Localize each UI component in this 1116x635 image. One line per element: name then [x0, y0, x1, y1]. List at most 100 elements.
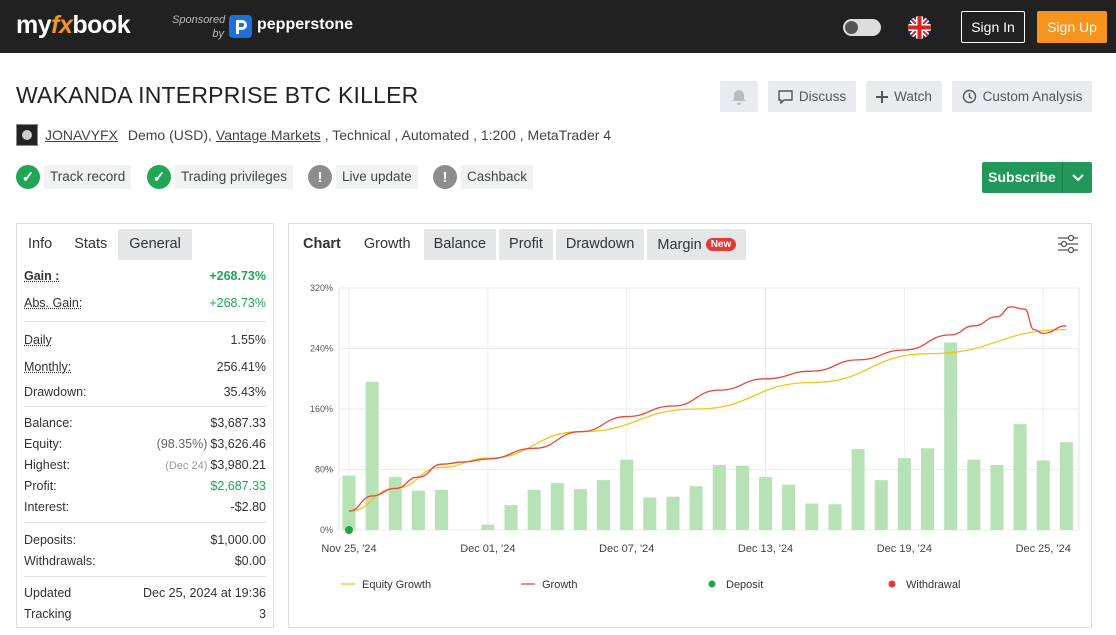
bar [365, 381, 379, 530]
daily-label[interactable]: Daily [24, 333, 52, 347]
live-update-badge[interactable]: ! Live update [308, 164, 418, 190]
sponsored-label: Sponsored [172, 14, 226, 26]
x-tick-label: Dec 13, '24 [738, 543, 793, 555]
profit-value: $2,687.33 [210, 479, 266, 493]
tab-growth[interactable]: Growth [353, 229, 421, 260]
bar [527, 489, 541, 530]
trading-privileges-badge[interactable]: ✓ Trading privileges [147, 164, 294, 190]
drawdown-row: Drawdown: 35.43% [24, 383, 266, 401]
tab-chart[interactable]: Chart [289, 229, 351, 260]
logo-fx: fx [51, 11, 73, 39]
equity-growth-line [348, 328, 1067, 512]
divider [24, 522, 266, 523]
interest-row: Interest: -$2.80 [24, 498, 266, 516]
site-logo[interactable]: myfxbook [16, 11, 131, 40]
notify-button[interactable] [720, 81, 758, 112]
tab-balance[interactable]: Balance [423, 229, 497, 260]
stats-panel: Info Stats General Gain : +268.73% Abs. G… [16, 223, 274, 628]
drawdown-label: Drawdown: [24, 385, 87, 399]
subscribe-dropdown[interactable] [1062, 162, 1092, 193]
y-tick-label: 320% [310, 283, 333, 293]
broker-link[interactable]: Vantage Markets [215, 127, 321, 143]
x-tick-label: Dec 25, '24 [1016, 543, 1071, 555]
toggle-knob-icon [845, 21, 858, 34]
track-record-badge[interactable]: ✓ Track record [16, 164, 132, 190]
margin-label: Margin [657, 237, 702, 253]
tracking-row: Tracking 3 [24, 605, 266, 623]
tab-info[interactable]: Info [17, 229, 64, 260]
tab-margin[interactable]: Margin New [647, 229, 747, 260]
bar [597, 480, 611, 530]
stats-tabs: Info Stats General [17, 224, 273, 260]
page-title: WAKANDA INTERPRISE BTC KILLER [16, 82, 419, 108]
tab-profit[interactable]: Profit [499, 229, 553, 260]
pepperstone-logo-icon[interactable] [229, 15, 252, 38]
user-link[interactable]: JONAVYFX [45, 127, 118, 143]
sign-up-button[interactable]: Sign Up [1037, 11, 1107, 43]
legend-label: Equity Growth [362, 579, 431, 591]
highest-row: Highest: (Dec 24) $3,980.21 [24, 456, 266, 474]
deposits-row: Deposits: $1,000.00 [24, 531, 266, 549]
monthly-label[interactable]: Monthly: [24, 360, 72, 374]
chart-panel: Chart Growth Balance Profit Drawdown Mar… [288, 223, 1092, 628]
tracking-label: Tracking [24, 607, 72, 621]
chart-tabs: Chart Growth Balance Profit Drawdown Mar… [289, 229, 747, 260]
y-tick-label: 80% [315, 465, 333, 475]
bar [990, 464, 1004, 530]
watch-button[interactable]: Watch [866, 81, 942, 112]
x-tick-label: Dec 19, '24 [877, 543, 932, 555]
trading-privileges-label: Trading privileges [175, 165, 294, 189]
bar [342, 475, 356, 530]
bar [828, 504, 842, 530]
gain-value: +268.73% [209, 269, 266, 283]
subscribe-label[interactable]: Subscribe [988, 169, 1056, 185]
theme-toggle[interactable] [843, 19, 881, 36]
subscribe-button[interactable]: Subscribe [982, 162, 1092, 193]
avatar[interactable] [16, 124, 38, 146]
y-tick-label: 240% [310, 344, 333, 354]
abs-gain-value: +268.73% [209, 296, 266, 310]
tab-drawdown[interactable]: Drawdown [555, 229, 645, 260]
interest-value: -$2.80 [230, 500, 266, 514]
bar [805, 503, 819, 530]
bar [435, 489, 449, 530]
gain-label[interactable]: Gain : [24, 269, 60, 283]
tab-general[interactable]: General [118, 229, 192, 260]
sponsor-name[interactable]: pepperstone [257, 16, 354, 33]
watch-label: Watch [894, 89, 932, 104]
logo-book: book [72, 11, 131, 39]
abs-gain-label[interactable]: Abs. Gain: [24, 296, 83, 310]
sponsored-by-text: Sponsored by [172, 13, 226, 41]
balance-label: Balance: [24, 416, 73, 430]
withdrawals-value: $0.00 [234, 554, 266, 568]
bar [666, 496, 680, 530]
exclamation-icon: ! [433, 165, 457, 189]
tab-stats[interactable]: Stats [63, 229, 119, 260]
deposits-label: Deposits: [24, 533, 77, 547]
sign-in-button[interactable]: Sign In [961, 11, 1025, 43]
legend-label: Withdrawal [906, 579, 960, 591]
updated-value: Dec 25, 2024 at 19:36 [142, 586, 266, 600]
y-tick-label: 160% [310, 404, 333, 414]
profit-label: Profit: [24, 479, 57, 493]
live-update-label: Live update [336, 165, 418, 189]
custom-analysis-button[interactable]: Custom Analysis [952, 81, 1092, 112]
bar [1013, 424, 1027, 530]
bar [573, 489, 587, 530]
uk-flag-icon[interactable] [908, 16, 931, 39]
divider [24, 576, 266, 577]
bar [874, 480, 888, 530]
monthly-value: 256.41% [216, 360, 266, 374]
chart-settings-icon[interactable] [1057, 233, 1079, 255]
legend-label: Growth [542, 579, 577, 591]
profit-row: Profit: $2,687.33 [24, 477, 266, 495]
account-details: , Technical , Automated , 1:200 , MetaTr… [324, 127, 612, 143]
discuss-button[interactable]: Discuss [768, 81, 856, 112]
equity-row: Equity: (98.35%) $3,626.46 [24, 435, 266, 453]
gain-row: Gain : +268.73% [24, 267, 266, 285]
updated-row: Updated Dec 25, 2024 at 19:36 [24, 584, 266, 602]
check-icon: ✓ [16, 165, 40, 189]
cashback-badge[interactable]: ! Cashback [433, 164, 534, 190]
growth-chart: 0% 80% 160% 240% 320% Nov 25, '24 Dec 01, '24 D… [310, 283, 1080, 591]
highest-label: Highest: [24, 458, 70, 472]
